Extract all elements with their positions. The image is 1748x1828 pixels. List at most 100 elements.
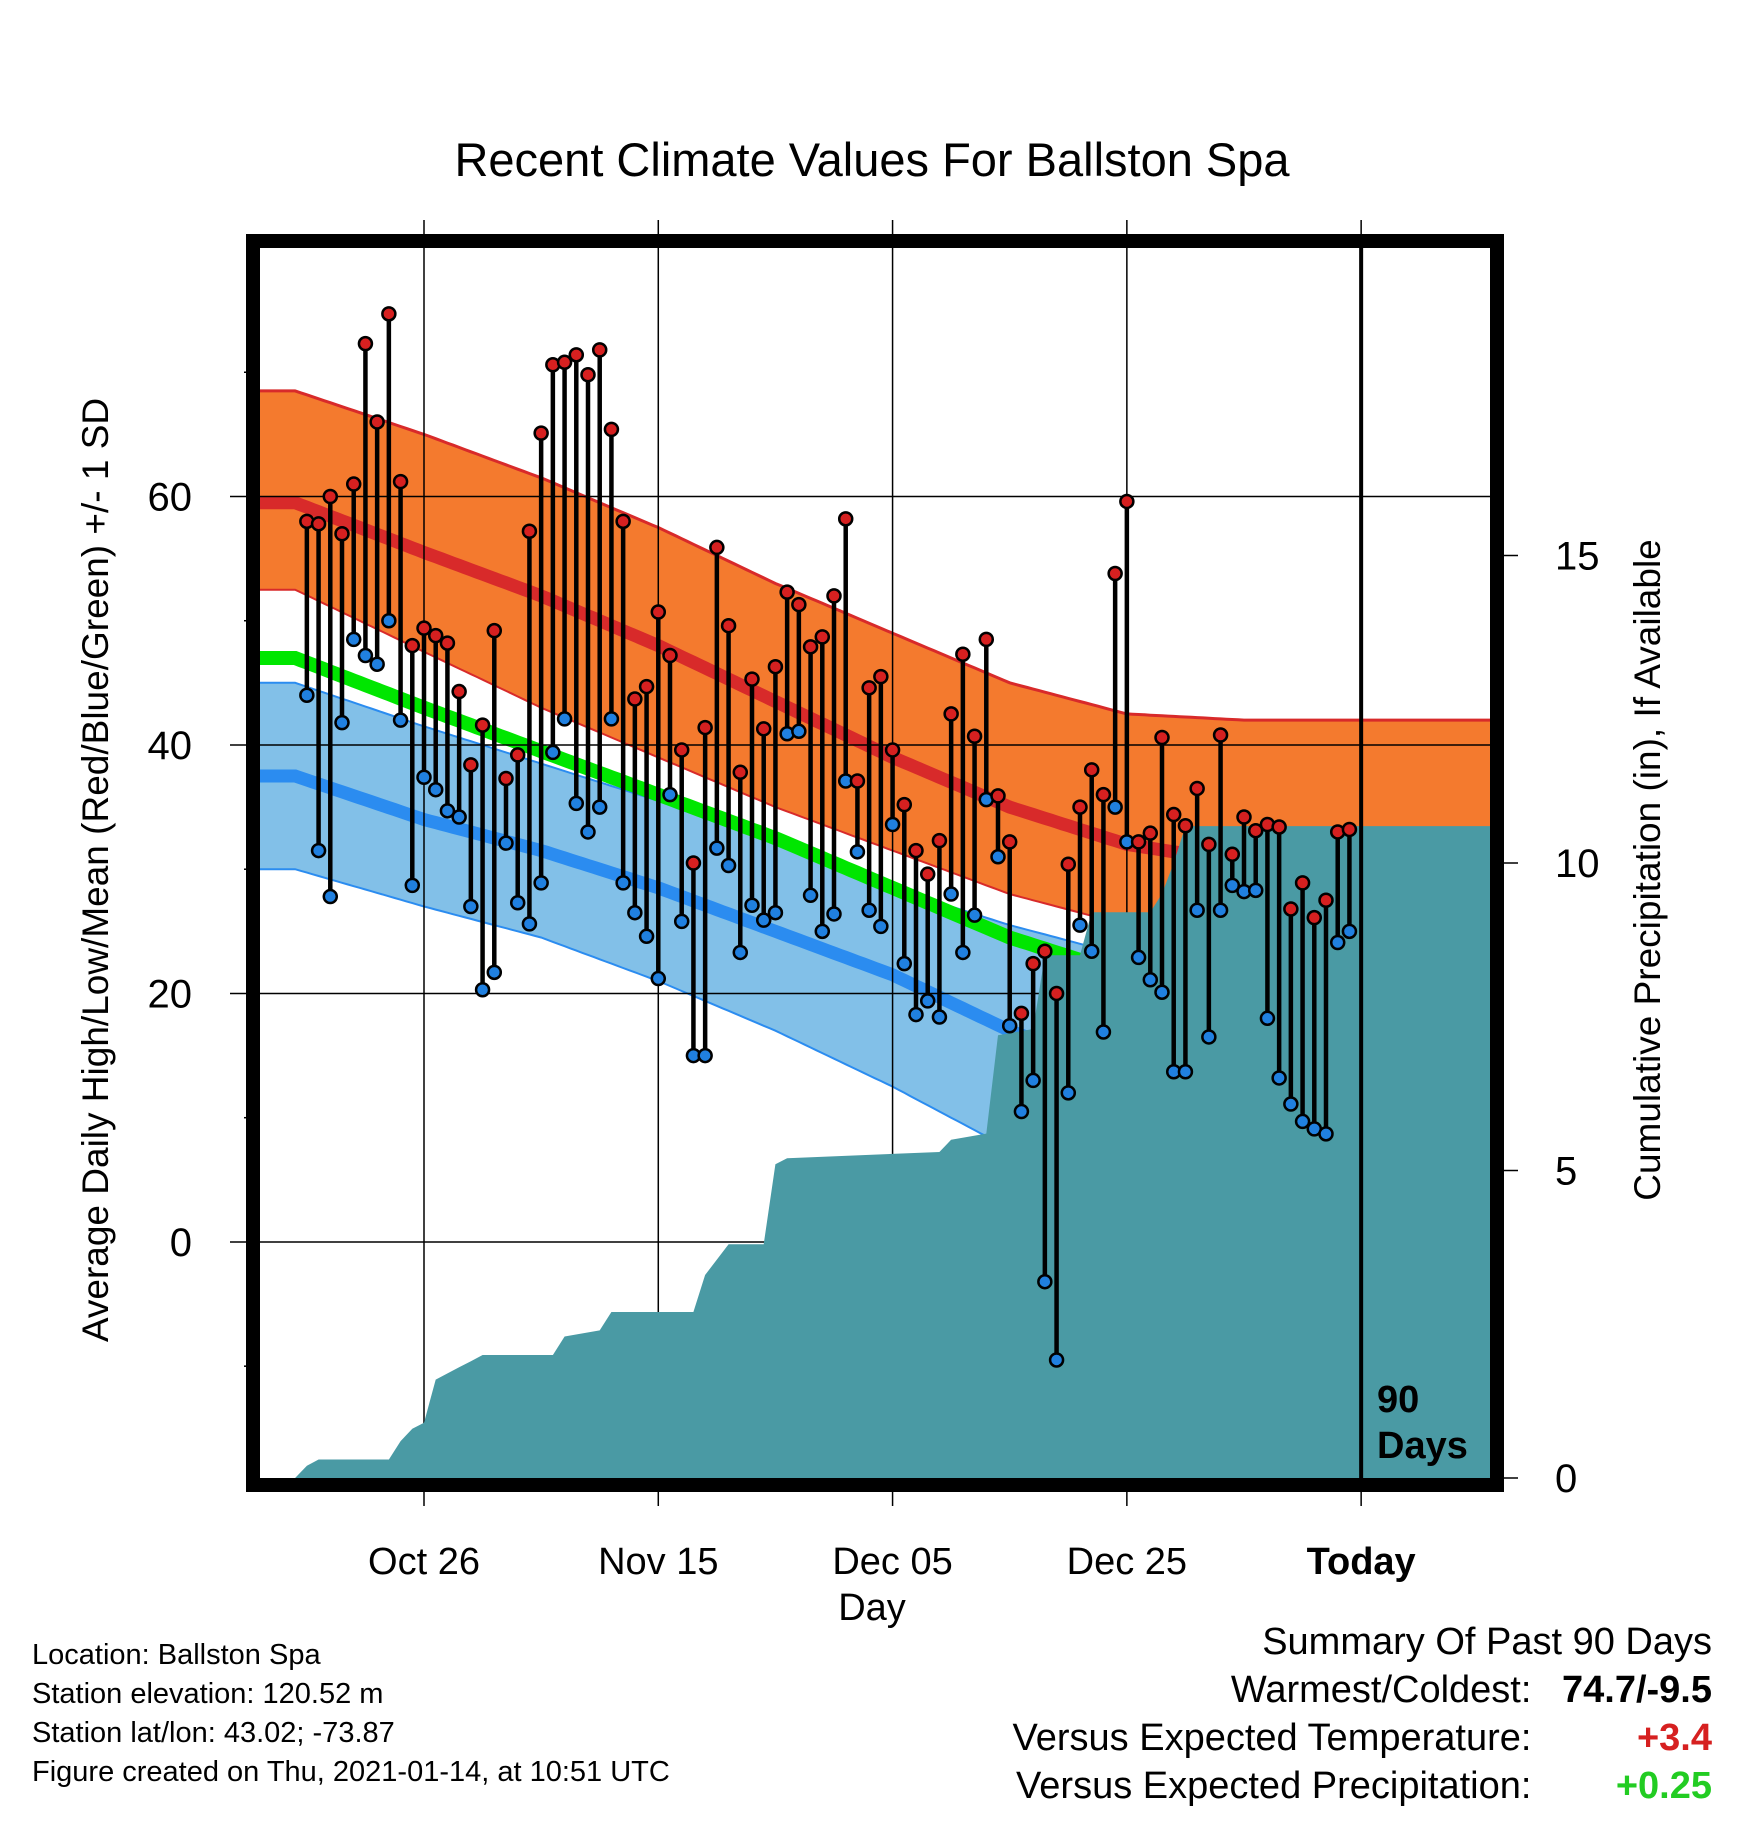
daily-high-point xyxy=(849,773,866,789)
observed-values xyxy=(299,306,1358,1368)
y-tick-label-right: 15 xyxy=(1555,535,1600,579)
warmest-value: 74.7/-9.5 xyxy=(1562,1669,1712,1711)
daily-low-point xyxy=(1283,1096,1299,1112)
daily-low-point xyxy=(1329,934,1346,951)
daily-high-point xyxy=(720,617,737,634)
station-latlon: Station lat/lon: 43.02; -73.87 xyxy=(32,1717,395,1749)
daily-high-point xyxy=(1236,809,1252,825)
daily-low-point xyxy=(1037,1273,1053,1290)
daily-high-point xyxy=(345,476,362,492)
daily-high-point xyxy=(744,671,760,687)
daily-high-point xyxy=(1107,565,1123,582)
daily-low-point xyxy=(849,844,866,860)
daily-high-point xyxy=(1025,955,1041,972)
daily-high-point xyxy=(1318,892,1334,909)
daily-high-point xyxy=(732,764,749,781)
daily-low-point xyxy=(1224,877,1241,894)
daily-low-point xyxy=(1142,972,1159,988)
daily-low-point xyxy=(369,656,385,672)
daily-low-point xyxy=(427,781,444,798)
daily-high-point xyxy=(591,342,608,358)
daily-low-point xyxy=(1060,1085,1077,1101)
daily-high-point xyxy=(568,347,585,363)
daily-high-point xyxy=(1048,985,1065,1002)
precip-anomaly-label: Versus Expected Precipitation: xyxy=(1016,1765,1532,1807)
daily-low-point xyxy=(861,902,877,918)
daily-high-point xyxy=(1072,799,1088,815)
precip-anomaly-value: +0.25 xyxy=(1615,1765,1712,1807)
daily-low-point xyxy=(966,907,983,923)
daily-high-point xyxy=(615,513,631,530)
x-tick-label: Today xyxy=(1307,1541,1416,1583)
daily-low-point xyxy=(580,824,596,840)
daily-high-point xyxy=(873,668,889,685)
daily-high-point xyxy=(474,717,491,733)
daily-low-point xyxy=(627,904,643,921)
daily-high-point xyxy=(369,414,385,430)
station-location: Location: Ballston Spa xyxy=(32,1639,321,1671)
cumulative-precip-area xyxy=(260,826,1490,1478)
daily-low-point xyxy=(955,944,971,961)
daily-low-point xyxy=(1001,1018,1018,1034)
daily-high-point xyxy=(767,658,784,675)
daily-low-point xyxy=(345,631,362,648)
daily-low-point xyxy=(1341,923,1358,940)
x-axis-label: Day xyxy=(838,1587,906,1629)
daily-low-point xyxy=(814,923,831,940)
daily-high-point xyxy=(1341,821,1358,838)
daily-high-point xyxy=(1119,493,1135,510)
daily-high-point xyxy=(779,584,795,600)
daily-high-point xyxy=(908,842,924,859)
daily-high-point xyxy=(837,511,854,527)
figure-created: Figure created on Thu, 2021-01-14, at 10… xyxy=(32,1756,670,1788)
daily-low-point xyxy=(662,786,678,803)
daily-high-point xyxy=(486,622,503,639)
daily-low-point xyxy=(709,840,725,856)
daily-high-point xyxy=(673,742,690,758)
daily-high-point xyxy=(943,706,959,722)
daily-low-point xyxy=(884,816,901,833)
y-tick-label-left: 20 xyxy=(148,972,193,1016)
daily-low-point xyxy=(509,895,526,911)
daily-low-point xyxy=(603,711,620,727)
daily-low-point xyxy=(1259,1010,1276,1027)
summary-temp-row: Versus Expected Temperature: +3.4 xyxy=(1013,1714,1712,1762)
daily-low-point xyxy=(1130,949,1147,966)
daily-low-point xyxy=(322,888,339,905)
daily-high-point xyxy=(1095,786,1112,803)
daily-low-point xyxy=(334,714,350,731)
high-plus-sd-line xyxy=(260,389,1490,722)
daily-high-point xyxy=(427,627,444,644)
daily-high-point xyxy=(1001,834,1018,850)
period-label-line2: Days xyxy=(1377,1425,1468,1467)
daily-high-point xyxy=(1060,856,1077,872)
daily-high-point xyxy=(896,796,913,813)
daily-low-point xyxy=(744,897,760,913)
daily-low-point xyxy=(486,964,503,981)
daily-high-point xyxy=(814,629,831,645)
daily-high-point xyxy=(322,488,339,505)
daily-high-point xyxy=(1294,875,1311,891)
daily-low-point xyxy=(310,842,327,859)
daily-high-point xyxy=(791,596,807,613)
x-tick-label: Nov 15 xyxy=(598,1541,718,1583)
daily-low-point xyxy=(873,918,889,935)
daily-low-point xyxy=(404,877,421,894)
daily-low-point xyxy=(299,687,315,704)
summary-heading: Summary Of Past 90 Days xyxy=(1262,1621,1712,1663)
daily-low-point xyxy=(1247,882,1264,899)
chart-title: Recent Climate Values For Ballston Spa xyxy=(454,133,1290,186)
summary-panel: Summary Of Past 90 Days Warmest/Coldest:… xyxy=(1013,1618,1712,1810)
daily-low-point xyxy=(1013,1103,1030,1120)
daily-high-point xyxy=(451,683,467,700)
y-tick-label-left: 40 xyxy=(148,724,193,768)
daily-low-point xyxy=(791,723,807,740)
daily-low-point xyxy=(1072,917,1088,933)
daily-high-point xyxy=(931,832,948,849)
daily-low-point xyxy=(1025,1072,1041,1089)
daily-low-point xyxy=(591,799,608,815)
daily-low-point xyxy=(416,769,432,786)
daily-high-point xyxy=(697,719,713,736)
daily-high-point xyxy=(1130,834,1147,850)
